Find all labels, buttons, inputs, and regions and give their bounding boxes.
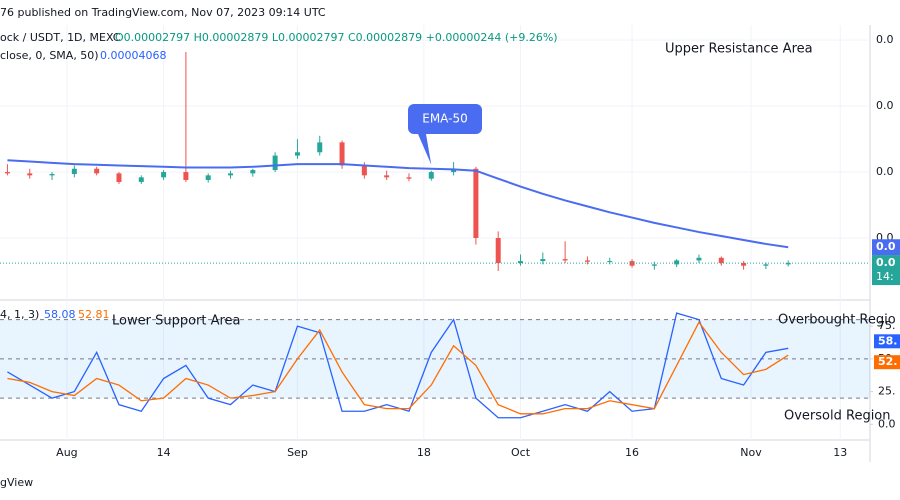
candle-body [94,168,100,174]
candle-body [406,177,412,179]
x-tick-label: 13 [833,446,847,459]
callout-label: EMA-50 [422,112,467,126]
last-price-label: 0.0 [876,256,896,269]
y-tick-label: 0.0 [878,417,896,430]
candle-body [763,264,769,266]
x-tick-label: Sep [287,446,308,459]
ema-price-label: 0.0 [876,240,896,253]
x-tick-label: 14 [157,446,171,459]
candle-body [651,264,657,266]
y-tick-label: 0.0 [876,99,894,112]
candle-body [473,168,479,239]
stoch-line [7,321,789,415]
value-tag [874,355,900,370]
annotation: Overbought Regio [778,313,896,328]
ohlc-values: O0.00002797 H0.00002879 L0.00002797 C0.0… [115,31,558,44]
x-tick-label: 16 [625,446,639,459]
legend-value: 58.08 [44,308,76,321]
y-tick-label: 0.0 [876,165,894,178]
candle-body [629,261,635,266]
candle-body [674,260,680,265]
candle-body [361,165,367,176]
candle-body [27,173,33,176]
candles [4,52,791,271]
candle-body [138,177,144,182]
candle-body [718,257,724,264]
ema-price-tag [872,239,900,256]
x-tick-label: 18 [417,446,431,459]
candle-body [228,173,234,176]
candle-body [4,172,10,174]
stoch-line [7,312,789,419]
x-tick-label: Oct [511,446,531,459]
callout-box [408,104,482,165]
candle-body [540,259,546,262]
countdown-label: 14: [876,270,894,283]
x-tick-label: Aug [56,446,77,459]
y-tick-label: 0.0 [876,33,894,46]
candle-body [317,142,323,153]
candle-body [49,174,55,176]
y-tick-label: 25. [878,385,896,398]
candle-body [294,152,300,156]
candle-body [339,142,345,166]
x-tick-label: Nov [740,446,762,459]
candle-body [785,263,791,265]
publish-header: 76 published on TradingView.com, Nov 07,… [0,6,326,19]
symbol: ock / USDT, 1D, MEXC [0,31,121,44]
candle-body [741,263,747,266]
candle-body [562,259,568,261]
candle-body [696,257,702,261]
legend-value: 52.81 [78,308,110,321]
candle-body [272,155,278,171]
candle-body [250,170,256,174]
candle-body [116,173,122,182]
candle-body [518,261,524,264]
candle-body [384,175,390,178]
ema-line [7,159,789,249]
candle-body [607,261,613,263]
indicator-params: close, 0, SMA, 50) [0,49,99,62]
candle-body [161,172,167,178]
footer-logo: gView [0,476,33,489]
value-tag-label: 58. [878,334,898,347]
annotation: Lower Support Area [112,314,241,329]
annotation: Upper Resistance Area [665,42,813,57]
indicator-params: 4, 1, 3) [0,308,39,321]
candle-body [428,172,434,179]
value-tag [874,334,900,349]
candle-body [205,175,211,180]
indicator-value: 0.00004068 [100,49,166,62]
annotation: Oversold Region [784,409,891,424]
candle-body [495,238,501,264]
value-tag-label: 52. [878,355,898,368]
last-price-tag [872,255,900,286]
candle-body [584,260,590,262]
candle-body [71,168,77,175]
candle-body [183,172,189,180]
y-tick-label: 75. [878,319,896,332]
